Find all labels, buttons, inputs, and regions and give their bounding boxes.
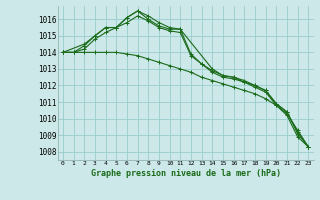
- X-axis label: Graphe pression niveau de la mer (hPa): Graphe pression niveau de la mer (hPa): [91, 169, 281, 178]
